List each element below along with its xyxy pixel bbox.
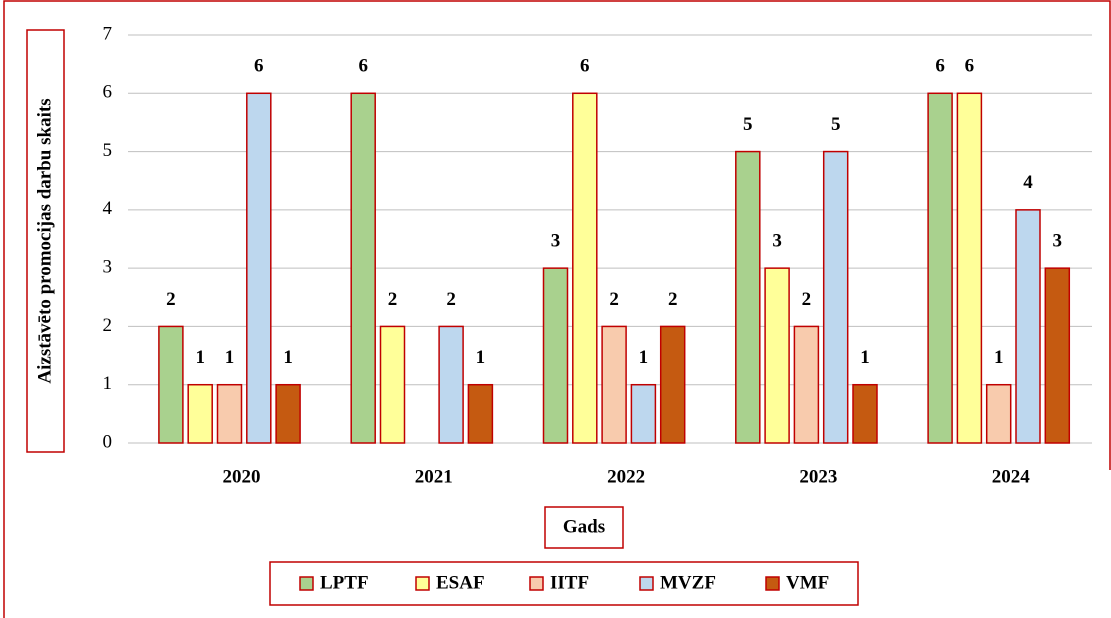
bar bbox=[467, 383, 494, 444]
legend-label: MVZF bbox=[660, 572, 716, 593]
data-label: 6 bbox=[935, 56, 945, 77]
legend-label: IITF bbox=[550, 572, 589, 593]
bar bbox=[158, 325, 184, 444]
data-label: 3 bbox=[551, 231, 561, 252]
data-label: 1 bbox=[639, 347, 649, 368]
bar bbox=[379, 325, 406, 444]
legend-label: ESAF bbox=[436, 572, 485, 593]
bar bbox=[216, 383, 243, 444]
bar bbox=[572, 92, 598, 444]
legend-box bbox=[269, 561, 859, 606]
bar bbox=[852, 383, 878, 444]
y-tick-label: 0 bbox=[103, 431, 113, 452]
data-label: 1 bbox=[225, 347, 235, 368]
data-label: 1 bbox=[994, 347, 1004, 368]
bar bbox=[764, 267, 790, 444]
bar bbox=[659, 325, 686, 444]
y-title-box bbox=[26, 29, 65, 453]
y-tick-label: 2 bbox=[103, 315, 113, 336]
bar bbox=[246, 92, 272, 444]
x-tick-label: 2023 bbox=[799, 466, 837, 487]
bar bbox=[350, 92, 376, 444]
x-axis-title: Gads bbox=[563, 516, 605, 537]
data-label: 6 bbox=[580, 56, 590, 77]
x-tick-label: 2022 bbox=[607, 466, 645, 487]
data-label: 2 bbox=[446, 289, 456, 310]
bar bbox=[187, 383, 213, 444]
y-tick-label: 4 bbox=[103, 198, 113, 219]
y-tick-label: 7 bbox=[103, 23, 113, 44]
data-label: 3 bbox=[1053, 231, 1063, 252]
data-label: 3 bbox=[772, 231, 782, 252]
legend-swatch bbox=[765, 576, 780, 591]
x-tick-label: 2020 bbox=[223, 466, 261, 487]
frame bbox=[3, 0, 1111, 618]
bar bbox=[822, 150, 849, 444]
bar bbox=[956, 92, 983, 444]
bar bbox=[927, 92, 953, 444]
bar bbox=[1015, 209, 1041, 444]
legend-swatch bbox=[639, 576, 654, 591]
data-label: 6 bbox=[254, 56, 264, 77]
data-label: 2 bbox=[166, 289, 176, 310]
data-label: 2 bbox=[388, 289, 398, 310]
data-label: 1 bbox=[860, 347, 870, 368]
legend-swatch bbox=[415, 576, 430, 591]
data-label: 4 bbox=[1023, 172, 1033, 193]
x-tick-label: 2024 bbox=[992, 466, 1031, 487]
data-label: 1 bbox=[195, 347, 205, 368]
bar bbox=[275, 383, 301, 444]
legend-label: LPTF bbox=[320, 572, 369, 593]
bar bbox=[542, 267, 569, 444]
bar bbox=[985, 383, 1012, 444]
bar bbox=[793, 325, 820, 444]
data-label: 2 bbox=[609, 289, 619, 310]
legend-swatch bbox=[299, 576, 314, 591]
bar bbox=[1044, 267, 1071, 444]
x-title-box bbox=[544, 506, 624, 549]
x-tick-label: 2021 bbox=[415, 466, 453, 487]
data-label: 5 bbox=[743, 114, 753, 135]
legend-label: VMF bbox=[786, 572, 829, 593]
data-label: 1 bbox=[283, 347, 293, 368]
data-label: 5 bbox=[831, 114, 841, 135]
y-tick-label: 3 bbox=[103, 257, 113, 278]
bar bbox=[601, 325, 627, 444]
y-tick-label: 1 bbox=[103, 373, 113, 394]
legend-swatch bbox=[529, 576, 544, 591]
data-label: 6 bbox=[965, 56, 975, 77]
data-label: 2 bbox=[802, 289, 812, 310]
data-label: 1 bbox=[476, 347, 486, 368]
bar bbox=[735, 150, 761, 444]
bar bbox=[630, 383, 657, 444]
y-tick-label: 6 bbox=[103, 82, 113, 103]
y-tick-label: 5 bbox=[103, 140, 113, 161]
data-label: 6 bbox=[358, 56, 368, 77]
data-label: 2 bbox=[668, 289, 678, 310]
bar bbox=[438, 325, 464, 444]
y-axis-title: Aizstāvēto promocijas darbu skaits bbox=[34, 98, 55, 383]
